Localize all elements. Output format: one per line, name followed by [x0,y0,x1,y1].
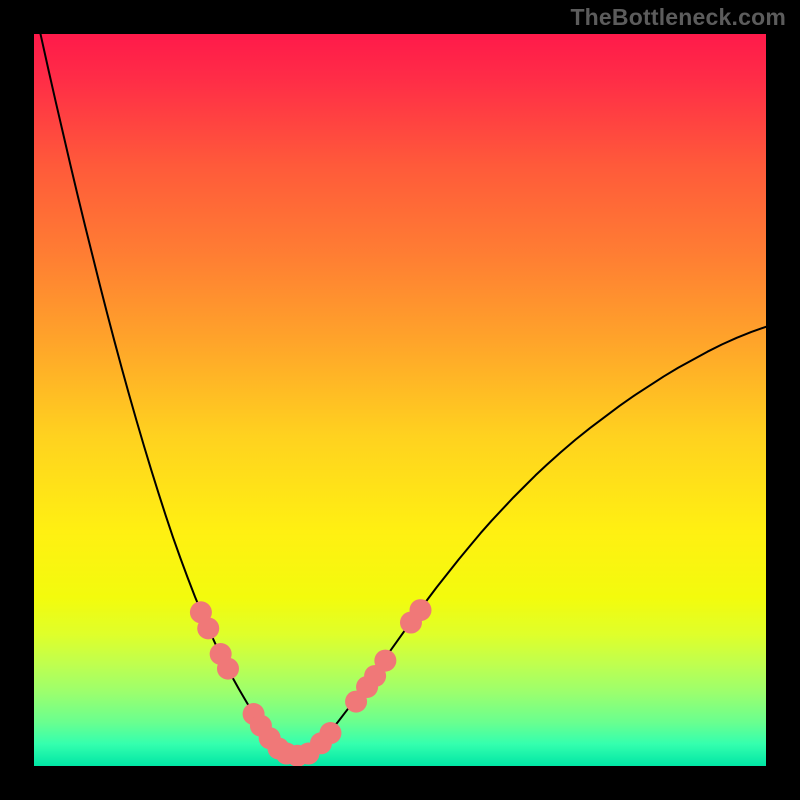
watermark-text: TheBottleneck.com [570,4,786,31]
plot-area [34,34,766,766]
chart-root: TheBottleneck.com [0,0,800,800]
gradient-background [34,34,766,766]
